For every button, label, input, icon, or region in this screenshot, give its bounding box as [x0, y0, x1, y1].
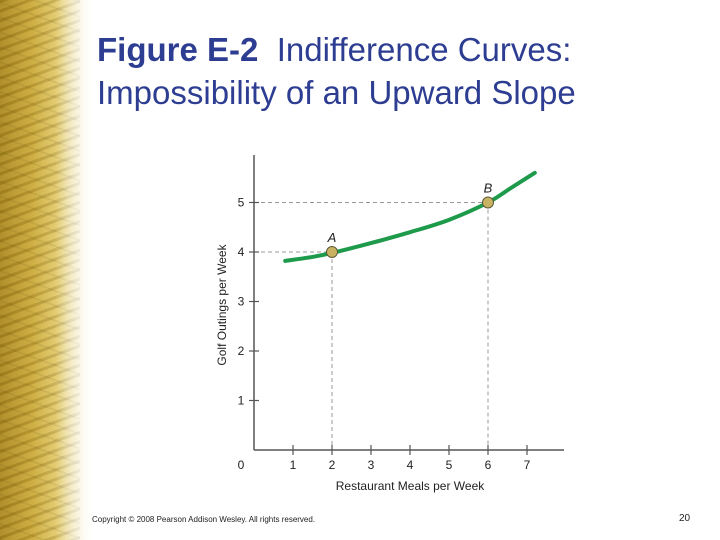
decorative-side-fade [55, 0, 100, 540]
y-tick-label: 5 [238, 196, 245, 210]
x-tick-label: 2 [329, 458, 336, 472]
x-tick-label: 1 [290, 458, 297, 472]
y-axis-label: Golf Outings per Week [215, 243, 229, 365]
x-tick-label: 3 [368, 458, 375, 472]
figure-subtitle: Impossibility of an Upward Slope [97, 74, 576, 111]
x-tick-label: 0 [238, 458, 245, 472]
figure-number: Figure E-2 [97, 31, 259, 68]
slide-title: Figure E-2 Indifference Curves: Impossib… [97, 28, 697, 114]
page-number: 20 [679, 513, 691, 524]
y-tick-label: 1 [238, 394, 245, 408]
x-axis-label: Restaurant Meals per Week [336, 479, 486, 493]
indifference-curve [283, 170, 537, 263]
x-tick-label: 7 [524, 458, 531, 472]
x-tick-label: 4 [407, 458, 414, 472]
x-tick-label: 6 [485, 458, 492, 472]
point-b [482, 196, 494, 209]
x-tick-label: 5 [446, 458, 453, 472]
y-tick-label: 2 [238, 344, 245, 358]
point-a [326, 246, 338, 258]
y-tick-label: 3 [238, 295, 245, 309]
copyright-notice: Copyright © 2008 Pearson Addison Wesley.… [92, 515, 316, 524]
figure-title: Indifference Curves: [276, 31, 572, 68]
point-label-b: B [484, 181, 493, 196]
y-tick-label: 4 [238, 245, 245, 259]
point-label-a: A [327, 230, 337, 245]
